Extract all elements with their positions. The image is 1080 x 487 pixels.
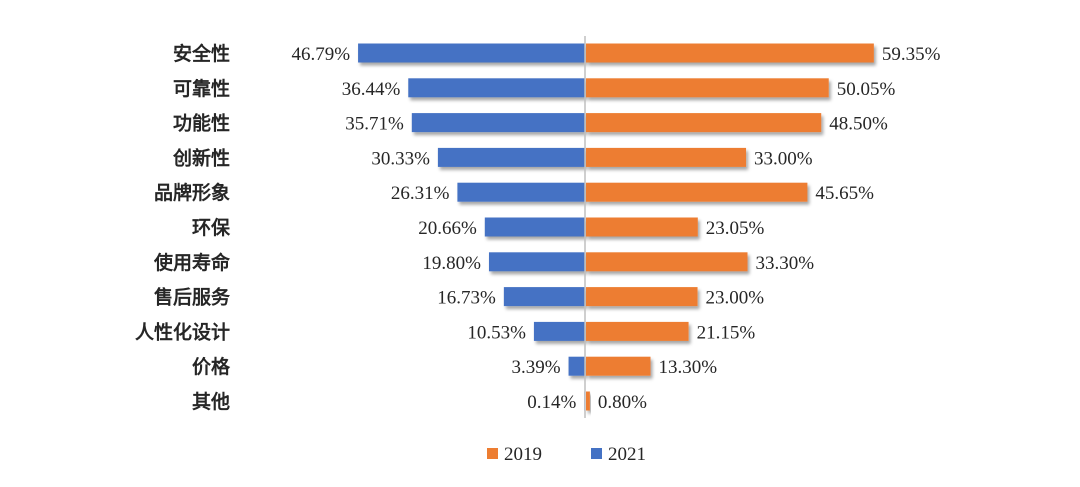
category-label: 可靠性 [173, 77, 230, 100]
bar-2021 [457, 182, 585, 202]
bar-2019 [586, 321, 689, 341]
category-label: 售后服务 [153, 286, 231, 309]
bar-2019 [586, 287, 698, 307]
bar-2021 [408, 78, 585, 98]
bar-2021 [503, 287, 585, 307]
data-label-2019: 50.05% [837, 79, 896, 100]
data-label-2021: 26.31% [391, 183, 450, 204]
data-label-2021: 0.14% [527, 392, 576, 413]
data-label-2021: 30.33% [371, 148, 430, 169]
data-label-2021: 35.71% [345, 114, 404, 135]
data-label-2019: 23.05% [706, 218, 765, 239]
legend-swatch-2019 [487, 448, 498, 459]
bar-2021 [437, 147, 585, 167]
data-label-2021: 10.53% [467, 322, 526, 343]
data-label-2019: 33.30% [756, 253, 815, 274]
bar-2019 [586, 113, 822, 133]
category-label: 创新性 [172, 146, 230, 169]
data-label-2019: 48.50% [829, 114, 888, 135]
legend-label-2019: 2019 [504, 444, 542, 465]
data-label-2019: 21.15% [697, 322, 756, 343]
data-label-2021: 3.39% [511, 357, 560, 378]
category-label: 品牌形象 [154, 181, 230, 204]
bar-2019 [586, 391, 590, 411]
data-label-2021: 36.44% [342, 79, 401, 100]
bars-group [358, 43, 874, 411]
category-label: 其他 [192, 390, 230, 413]
bar-2021 [533, 321, 585, 341]
bar-2019 [586, 356, 651, 376]
bar-2019 [586, 43, 874, 63]
data-label-2021: 46.79% [291, 44, 350, 65]
data-label-2021: 20.66% [418, 218, 477, 239]
category-label: 价格 [192, 355, 231, 378]
data-label-2019: 23.00% [706, 288, 765, 309]
category-label: 安全性 [173, 42, 230, 65]
category-label: 环保 [192, 216, 231, 239]
bar-2019 [586, 78, 829, 98]
data-label-2021: 16.73% [437, 288, 496, 309]
legend-label-2021: 2021 [608, 444, 646, 465]
bar-2021 [568, 356, 585, 376]
bar-2019 [586, 252, 748, 272]
labels-group: 安全性 46.79% 59.35% 可靠性 36.44% 50.05% 功能性 35.71% 4… [135, 42, 941, 413]
bar-2019 [586, 182, 808, 202]
data-label-2019: 45.65% [815, 183, 874, 204]
category-label: 使用寿命 [153, 251, 231, 274]
data-label-2021: 19.80% [422, 253, 481, 274]
data-label-2019: 59.35% [882, 44, 941, 65]
legend: 2019 2021 [487, 444, 646, 465]
bar-2019 [586, 147, 747, 167]
bar-2021 [484, 217, 585, 237]
data-label-2019: 0.80% [598, 392, 647, 413]
category-label: 功能性 [173, 112, 230, 135]
bar-2019 [586, 217, 698, 237]
data-label-2019: 33.00% [754, 148, 813, 169]
data-label-2019: 13.30% [659, 357, 718, 378]
category-label: 人性化设计 [135, 320, 230, 343]
legend-swatch-2021 [591, 448, 602, 459]
bar-2021 [411, 113, 585, 133]
bar-2021 [358, 43, 585, 63]
bar-2021 [488, 252, 585, 272]
